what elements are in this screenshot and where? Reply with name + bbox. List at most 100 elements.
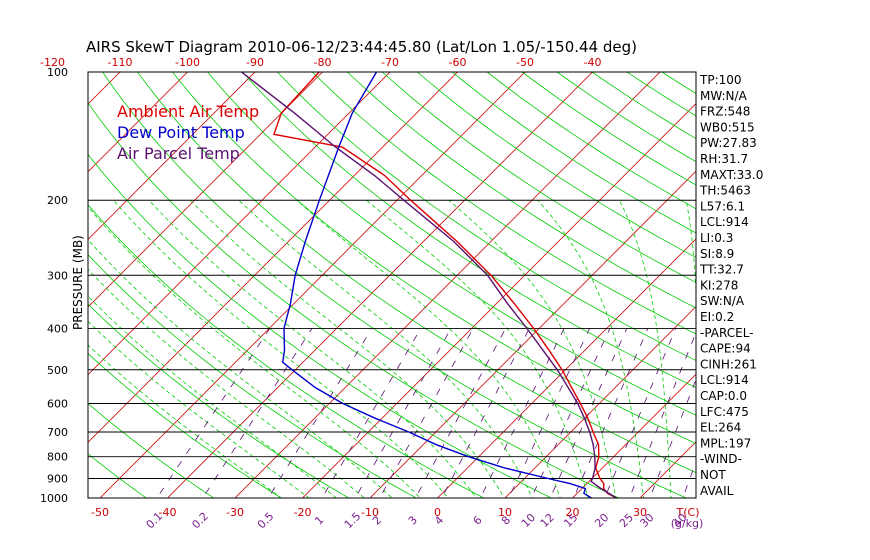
dry-adiabat-line	[785, 63, 870, 508]
temp-tick-top-label: -90	[246, 56, 264, 69]
mixing-ratio-label: 4	[432, 513, 446, 527]
mixing-ratio-unit-label: (g/kg)	[671, 517, 704, 530]
mixing-ratio-line	[321, 328, 422, 498]
moist-adiabat-line	[448, 199, 617, 498]
mixing-ratio-label: 12	[538, 511, 557, 530]
dry-adiabat-line	[276, 72, 696, 361]
isotherm-line	[88, 72, 189, 173]
dry-adiabat-line	[171, 72, 696, 444]
index-entry: TT:32.7	[699, 263, 744, 277]
temp-tick-top-label: -110	[108, 56, 133, 69]
index-entry: -WIND-	[700, 452, 742, 466]
index-entry: CINH:261	[700, 357, 757, 371]
temp-tick-bottom-label: 20	[566, 506, 580, 519]
index-entry: KI:278	[700, 278, 738, 292]
temp-tick-bottom-label: 0	[434, 506, 441, 519]
moist-adiabat-line	[189, 199, 505, 498]
index-entry: LCL:914	[700, 373, 749, 387]
index-entry: TH:5463	[699, 184, 751, 198]
mixing-ratio-line	[508, 328, 590, 498]
mixing-ratio-line	[604, 328, 677, 498]
mixing-ratio-label: 20	[592, 511, 611, 530]
pressure-tick-label: 700	[47, 426, 68, 439]
mixing-ratio-line	[573, 328, 649, 498]
dry-adiabat-line	[88, 102, 620, 498]
plot-frame	[87, 71, 697, 499]
mixing-ratio-label: 0.5	[255, 510, 277, 532]
index-entry: TP:100	[699, 73, 742, 87]
dry-adiabat-line	[241, 72, 696, 389]
dry-adiabat-line	[88, 303, 350, 498]
pressure-tick-label: 800	[47, 451, 68, 464]
index-entry: AVAIL	[700, 484, 734, 498]
sounding-series	[241, 72, 617, 498]
dry-adiabat-line	[381, 72, 696, 283]
temp-tick-bottom-label: -20	[294, 506, 312, 519]
index-entry: NOT	[700, 468, 726, 482]
index-entry: FRZ:548	[700, 105, 750, 119]
isobar-lines	[88, 199, 696, 498]
moist-adiabat-line	[366, 199, 589, 498]
index-entry: MAXT:33.0	[700, 168, 763, 182]
temp-tick-bottom-label: -50	[91, 506, 109, 519]
dry-adiabat-line	[820, 63, 870, 508]
index-entry: CAP:0.0	[700, 389, 747, 403]
temp-tick-bottom-label: -10	[361, 506, 379, 519]
mixing-ratio-line	[441, 328, 530, 498]
moist-adiabat-lines	[88, 199, 696, 498]
temp-unit-label: T(C)	[676, 506, 700, 519]
pressure-tick-label: 900	[47, 473, 68, 486]
dry-adiabat-line	[102, 72, 688, 498]
temp-tick-top-label: -60	[449, 56, 467, 69]
dry-adiabat-line	[206, 72, 696, 416]
temp-tick-top-label: -100	[175, 56, 200, 69]
temp-tick-top-label: -70	[381, 56, 399, 69]
mixing-ratio-label: 2	[370, 513, 384, 527]
index-entry: LI:0.3	[700, 231, 733, 245]
temp-tick-bottom-label: -30	[226, 506, 244, 519]
dry-adiabat-line	[88, 204, 485, 498]
temp-tick-top-label: -120	[40, 56, 65, 69]
isotherm-line	[166, 72, 594, 498]
dry-adiabat-line	[88, 254, 418, 498]
temp-tick-top-label: -50	[516, 56, 534, 69]
moist-adiabat-line	[296, 199, 561, 498]
mixing-ratio-line	[156, 328, 271, 498]
index-entry: MW:N/A	[700, 89, 748, 103]
mixing-ratio-label: 10	[519, 511, 538, 530]
dry-adiabat-line	[137, 72, 696, 474]
chart-title: AIRS SkewT Diagram 2010-06-12/23:44:45.8…	[86, 38, 637, 56]
mixing-ratio-label: 6	[471, 513, 485, 527]
isotherm-line	[504, 305, 696, 498]
moist-adiabat-line	[113, 199, 449, 498]
dry-adiabat-line	[88, 153, 553, 498]
moist-adiabat-line	[238, 199, 533, 498]
isotherm-line	[571, 373, 696, 498]
temp-tick-top-label: -40	[584, 56, 602, 69]
mixing-ratio-line	[379, 328, 474, 498]
pressure-tick-label: 300	[47, 269, 68, 282]
legend-entry: Dew Point Temp	[117, 123, 245, 142]
moist-adiabat-line	[88, 344, 283, 498]
isotherm-line	[88, 72, 391, 376]
index-entry: LFC:475	[700, 405, 749, 419]
isotherm-line	[436, 238, 696, 498]
mixing-ratio-line	[628, 331, 696, 498]
index-entry: -PARCEL-	[700, 326, 754, 340]
dry-adiabat-line	[854, 63, 870, 508]
series-air-parcel-temp-line	[241, 72, 617, 498]
temp-tick-bottom-label: 10	[498, 506, 512, 519]
index-entry: MPL:197	[700, 436, 751, 450]
pressure-tick-label: 100	[47, 66, 68, 79]
series-dew-point-temp-line	[281, 72, 592, 498]
isotherm-line	[766, 63, 870, 508]
mixing-ratio-line	[354, 328, 452, 498]
dry-adiabat-line	[416, 72, 696, 258]
index-entry: RH:31.7	[700, 152, 748, 166]
dry-adiabat-line	[751, 63, 870, 508]
legend-entry: Air Parcel Temp	[117, 144, 240, 163]
series-ambient-air-temp-line	[272, 72, 617, 498]
isotherm-line	[369, 170, 696, 498]
